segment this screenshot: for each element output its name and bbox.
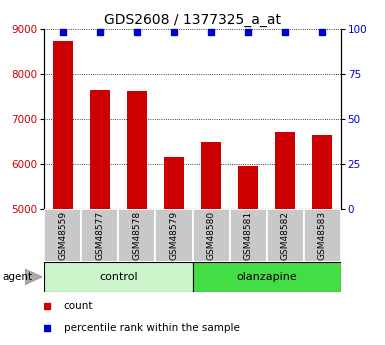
Bar [201,142,221,209]
Bar [229,209,266,262]
Bar [312,135,332,209]
Text: GSM48583: GSM48583 [318,211,327,260]
Text: GSM48559: GSM48559 [58,211,67,260]
Bar [156,209,192,262]
Text: GSM48580: GSM48580 [206,211,216,260]
Bar [164,157,184,209]
Bar [44,262,192,292]
Bar [304,209,341,262]
Bar [192,209,229,262]
Text: GSM48578: GSM48578 [132,211,141,260]
Bar [119,209,156,262]
Bar [127,91,147,209]
Text: GSM48579: GSM48579 [169,211,179,260]
Bar [90,90,110,209]
Bar [275,132,295,209]
Text: GSM48577: GSM48577 [95,211,104,260]
Bar [53,41,73,209]
Bar [81,209,119,262]
Text: GSM48581: GSM48581 [244,211,253,260]
Text: agent: agent [2,272,32,282]
Text: percentile rank within the sample: percentile rank within the sample [64,323,239,333]
Text: GSM48582: GSM48582 [281,211,290,260]
Bar [267,209,304,262]
Title: GDS2608 / 1377325_a_at: GDS2608 / 1377325_a_at [104,13,281,27]
Bar [192,262,341,292]
Text: control: control [99,272,138,282]
Text: olanzapine: olanzapine [236,272,297,282]
Bar [44,209,81,262]
Text: count: count [64,300,93,310]
Bar [238,166,258,209]
Polygon shape [25,269,42,285]
